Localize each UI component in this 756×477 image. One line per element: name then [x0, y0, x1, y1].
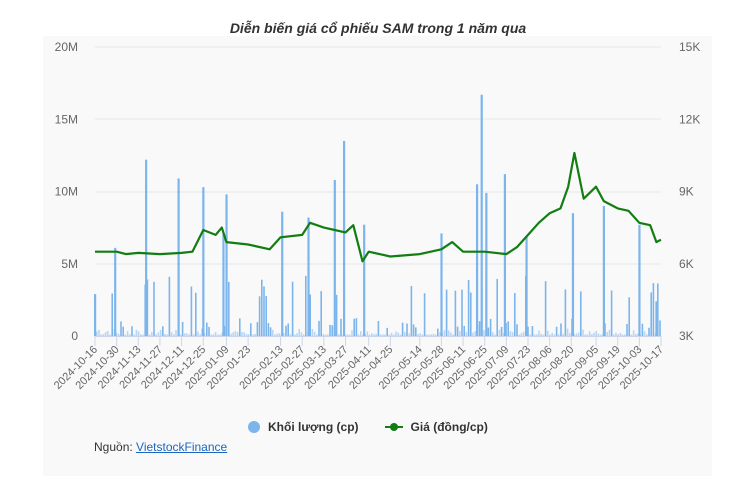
y-left-tick-label: 15M	[55, 112, 78, 126]
y-right-tick-label: 12K	[679, 112, 700, 126]
legend-volume-label: Khối lượng (cp)	[268, 420, 359, 434]
source-prefix: Nguồn:	[94, 440, 137, 454]
y-right-tick-label: 3K	[679, 329, 694, 343]
y-left-tick-label: 0	[71, 329, 78, 343]
chart-title: Diễn biến giá cổ phiếu SAM trong 1 năm q…	[229, 20, 527, 36]
source-note: Nguồn: VietstockFinance	[94, 440, 227, 454]
price-line-marker-icon	[384, 421, 403, 433]
y-axis-right: 3K 6K 9K 12K 15K	[679, 40, 700, 343]
source-link[interactable]: VietstockFinance	[136, 440, 228, 454]
y-left-tick-label: 20M	[55, 40, 78, 54]
y-axis-left: 0 5M 10M 15M 20M	[55, 40, 79, 343]
legend-item-volume[interactable]: Khối lượng (cp)	[248, 420, 359, 434]
volume-bars	[94, 94, 661, 336]
price-line	[95, 151, 662, 263]
y-right-tick-label: 15K	[679, 40, 700, 54]
gridlines	[95, 46, 661, 337]
chart-panel	[43, 36, 712, 476]
y-right-tick-label: 6K	[679, 257, 694, 271]
legend-price-label: Giá (đồng/cp)	[410, 420, 488, 434]
volume-dot-icon	[248, 421, 260, 433]
y-right-tick-label: 9K	[679, 185, 694, 199]
legend-item-price[interactable]: Giá (đồng/cp)	[384, 420, 488, 434]
legend: Khối lượng (cp) Giá (đồng/cp)	[248, 420, 488, 434]
x-axis: 2024-10-162024-10-302024-11-132024-11-27…	[52, 336, 666, 392]
y-left-tick-label: 10M	[55, 185, 78, 199]
y-left-tick-label: 5M	[61, 257, 78, 271]
